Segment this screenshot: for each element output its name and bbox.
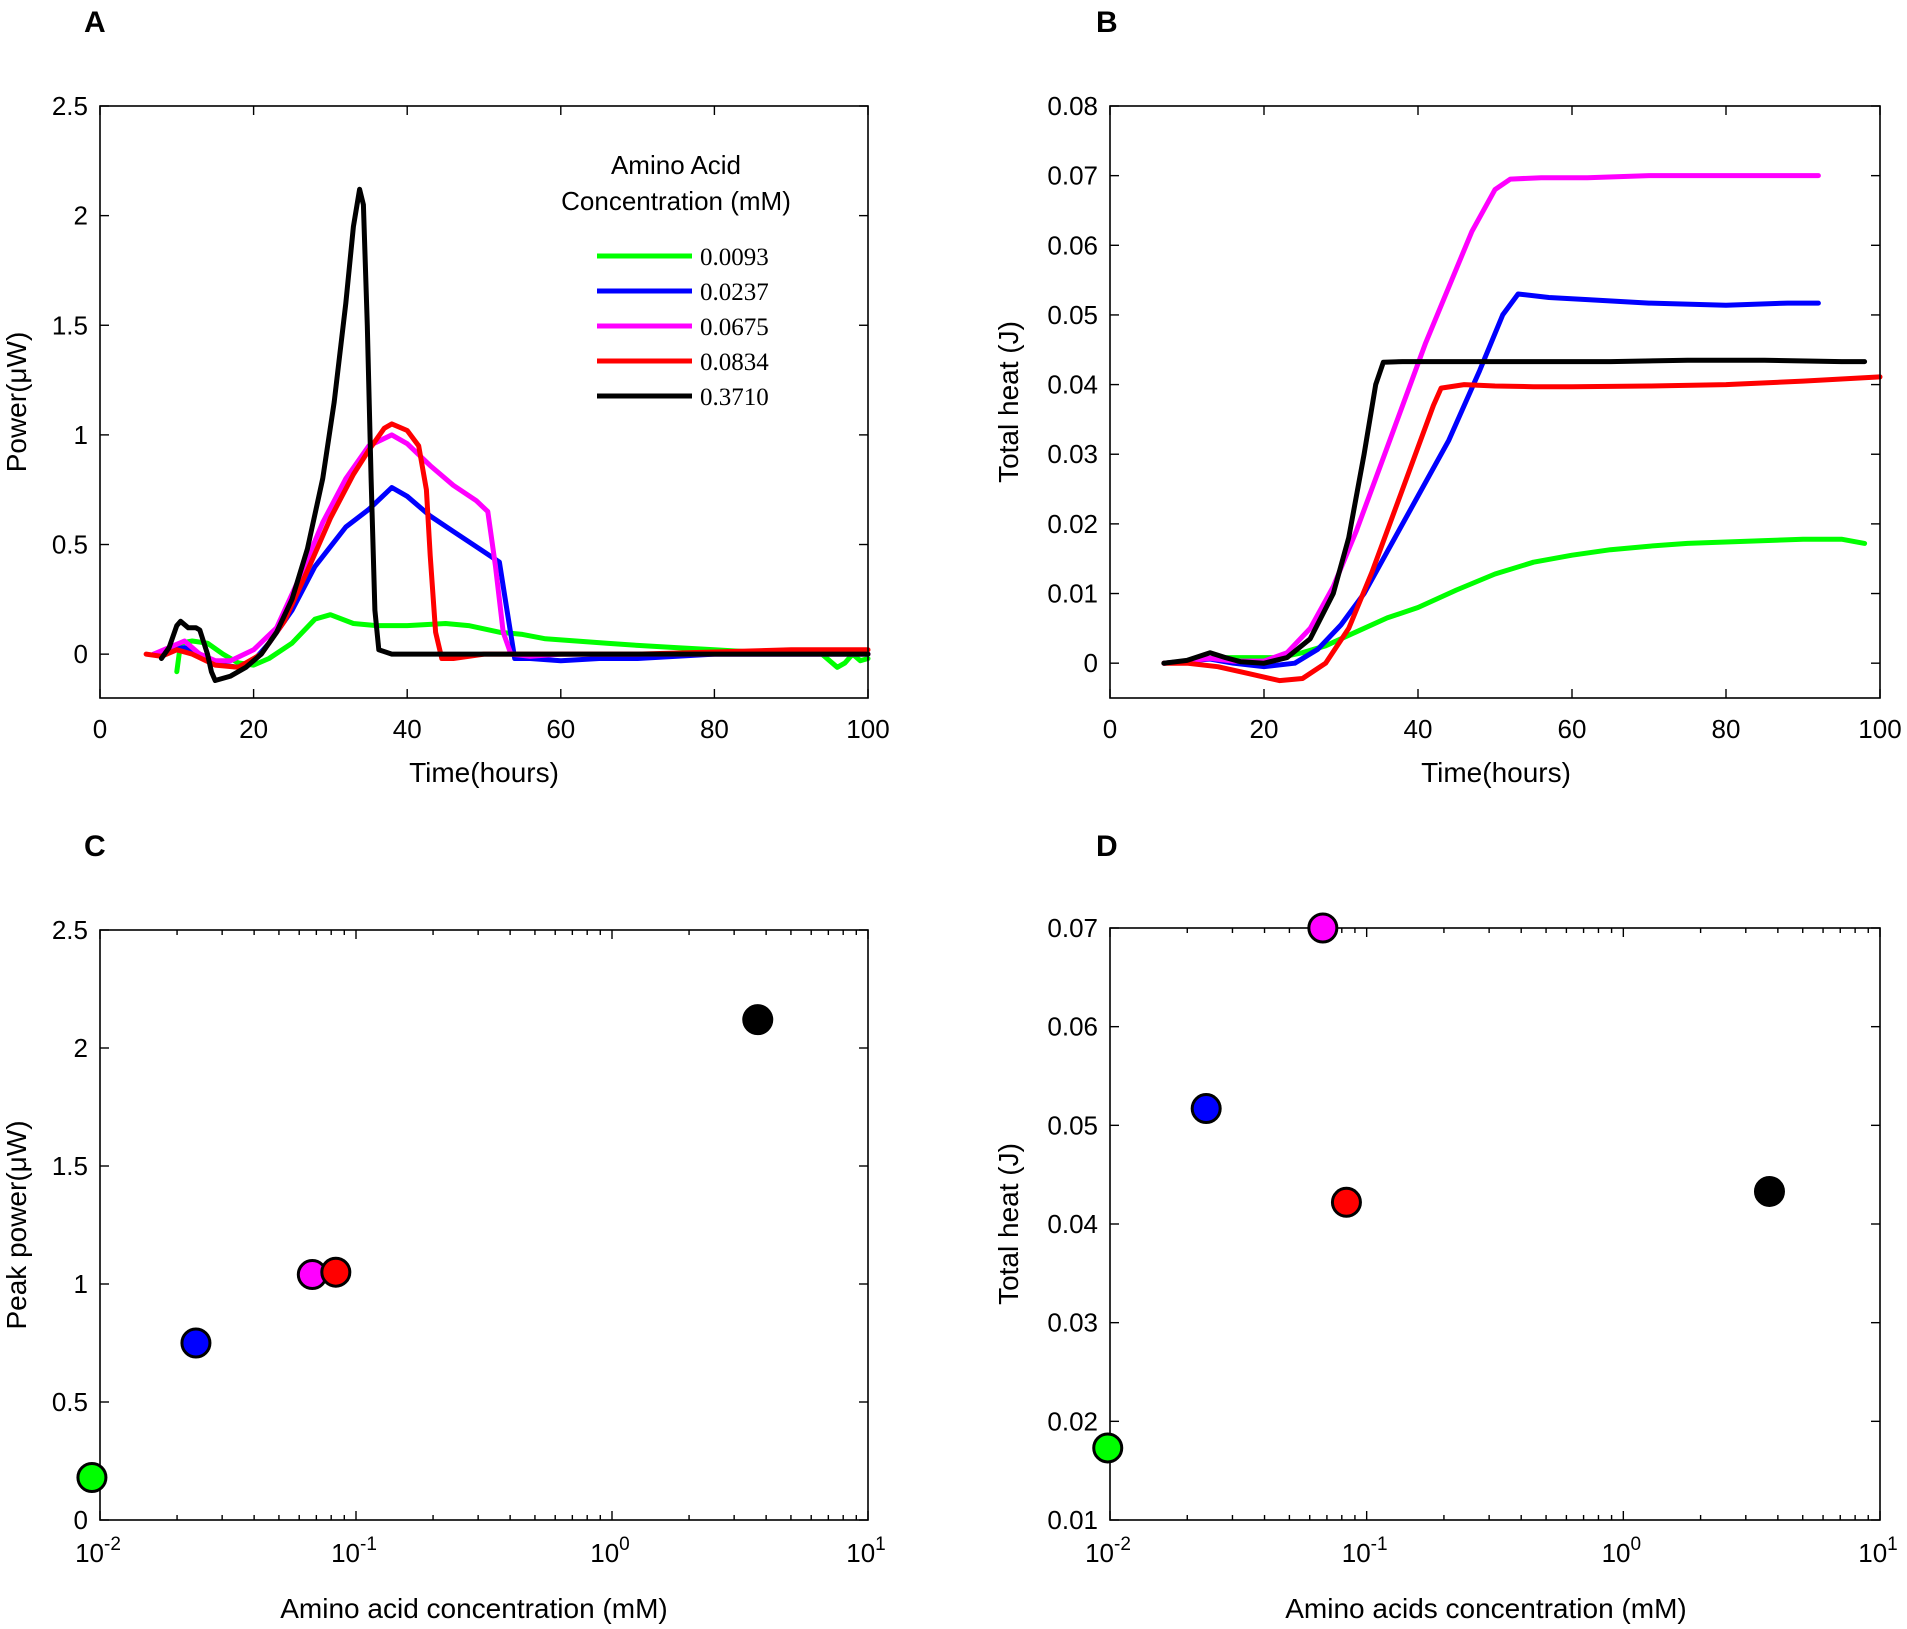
panel-b-lines [1161,173,1883,684]
legend-title-line1: Amino Acid [611,150,741,180]
panel-a-xlabel: Time(hours) [409,757,559,788]
scatter-point [1307,912,1339,944]
x-tick-label: 60 [1558,714,1587,744]
x-tick-label: 80 [1712,714,1741,744]
y-tick-label: 1.5 [52,1151,88,1181]
series-line-0.0834 [1161,374,1883,684]
x-tick-label: 0 [1103,714,1117,744]
y-tick-label: 0.06 [1047,1012,1098,1042]
panel-c: 10-2 10-1 100 101 0 0.5 1 1.5 2 2.5 Amino acid co… [1,915,886,1624]
y-tick-label: 2.5 [52,915,88,945]
y-tick-label: 0 [74,639,88,669]
x-tick-label: 0 [93,714,107,744]
panel-b: 0 20 40 60 80 100 0 0.01 0.02 0.03 0.04 0.05 0.06 0.0… [993,91,1902,788]
panel-letter-c: C [84,830,106,863]
x-tick-label: 40 [1404,714,1433,744]
y-tick-label: 1 [74,1269,88,1299]
scatter-point [180,1327,212,1359]
panel-d-frame [1109,927,1881,1521]
y-tick-label: 0.05 [1047,300,1098,330]
y-tick-label: 0.02 [1047,509,1098,539]
panel-a-frame [99,105,869,699]
legend-label: 0.0834 [700,349,769,376]
x-tick-label: 101 [1858,1534,1898,1568]
legend-label: 0.0237 [700,279,769,306]
x-tick-label: 10-1 [331,1534,377,1568]
panel-letter-b: B [1096,6,1118,39]
y-tick-label: 2.5 [52,91,88,121]
x-tick-label: 100 [1602,1534,1642,1568]
x-tick-label: 20 [1250,714,1279,744]
y-tick-label: 0.07 [1047,161,1098,191]
x-tick-label: 80 [700,714,729,744]
panel-b-xlabel: Time(hours) [1421,757,1571,788]
y-tick-label: 2 [74,1033,88,1063]
scatter-point [1092,1432,1124,1464]
x-tick-label: 10-1 [1342,1534,1388,1568]
x-tick-label: 101 [846,1534,886,1568]
y-tick-label: 0.04 [1047,1209,1098,1239]
panel-a-lines [143,186,871,683]
panel-c-points [76,1004,774,1494]
panel-c-ylabel: Peak power(μW) [1,1120,32,1329]
series-line-0.0237 [1161,291,1821,670]
y-tick-label: 0.07 [1047,913,1098,943]
scatter-point [1190,1093,1222,1125]
y-tick-label: 0.01 [1047,1505,1098,1535]
x-tick-label: 20 [239,714,268,744]
scatter-point [320,1256,352,1288]
y-tick-label: 0.05 [1047,1110,1098,1140]
y-tick-label: 0.02 [1047,1406,1098,1436]
y-tick-label: 0.08 [1047,91,1098,121]
panel-letter-d: D [1096,830,1118,863]
series-line-0.3710 [158,186,871,683]
scatter-point [742,1004,774,1036]
y-tick-label: 1 [74,420,88,450]
y-tick-label: 0.03 [1047,439,1098,469]
legend-label: 0.0093 [700,244,769,271]
panel-letter-a: A [84,6,106,39]
y-tick-label: 0 [74,1505,88,1535]
panel-a: 0 20 40 60 80 100 0 0.5 1 1.5 2 2.5 Time(hours) Pow… [1,91,890,788]
panel-b-ylabel: Total heat (J) [993,321,1024,483]
scatter-point [1330,1186,1362,1218]
y-tick-label: 0.03 [1047,1308,1098,1338]
x-tick-label: 10-2 [75,1534,121,1568]
legend-label: 0.0675 [700,314,769,341]
y-tick-label: 0 [1084,648,1098,678]
y-tick-label: 0.5 [52,530,88,560]
x-tick-label: 10-2 [1085,1534,1131,1568]
panel-c-frame [99,929,869,1521]
series-line-0.0093 [1161,536,1868,666]
y-tick-label: 0.01 [1047,579,1098,609]
y-tick-label: 0.06 [1047,230,1098,260]
y-tick-label: 0.5 [52,1387,88,1417]
x-tick-label: 40 [393,714,422,744]
panel-d-xlabel: Amino acids concentration (mM) [1285,1593,1686,1624]
y-tick-label: 1.5 [52,310,88,340]
series-line-0.3710 [1161,357,1868,666]
y-tick-label: 2 [74,201,88,231]
x-tick-label: 100 [846,714,889,744]
panel-b-frame [1109,105,1881,699]
panel-d-ylabel: Total heat (J) [993,1143,1024,1305]
panel-c-xlabel: Amino acid concentration (mM) [280,1593,667,1624]
x-tick-label: 60 [546,714,575,744]
legend-title-line2: Concentration (mM) [561,186,791,216]
x-tick-label: 100 [1858,714,1901,744]
legend-label: 0.3710 [700,384,769,411]
scatter-point [1753,1175,1785,1207]
x-tick-label: 100 [590,1534,630,1568]
y-tick-label: 0.04 [1047,370,1098,400]
scatter-point [76,1462,108,1494]
panel-a-ylabel: Power(μW) [1,332,32,473]
panel-d: 10-2 10-1 100 101 0.01 0.02 0.03 0.04 0.05 0.06 0.… [993,912,1898,1624]
panel-d-points [1092,912,1785,1464]
panel-a-legend: Amino Acid Concentration (mM) 0.0093 0.02… [561,150,791,411]
series-line-0.0675 [1161,173,1821,666]
